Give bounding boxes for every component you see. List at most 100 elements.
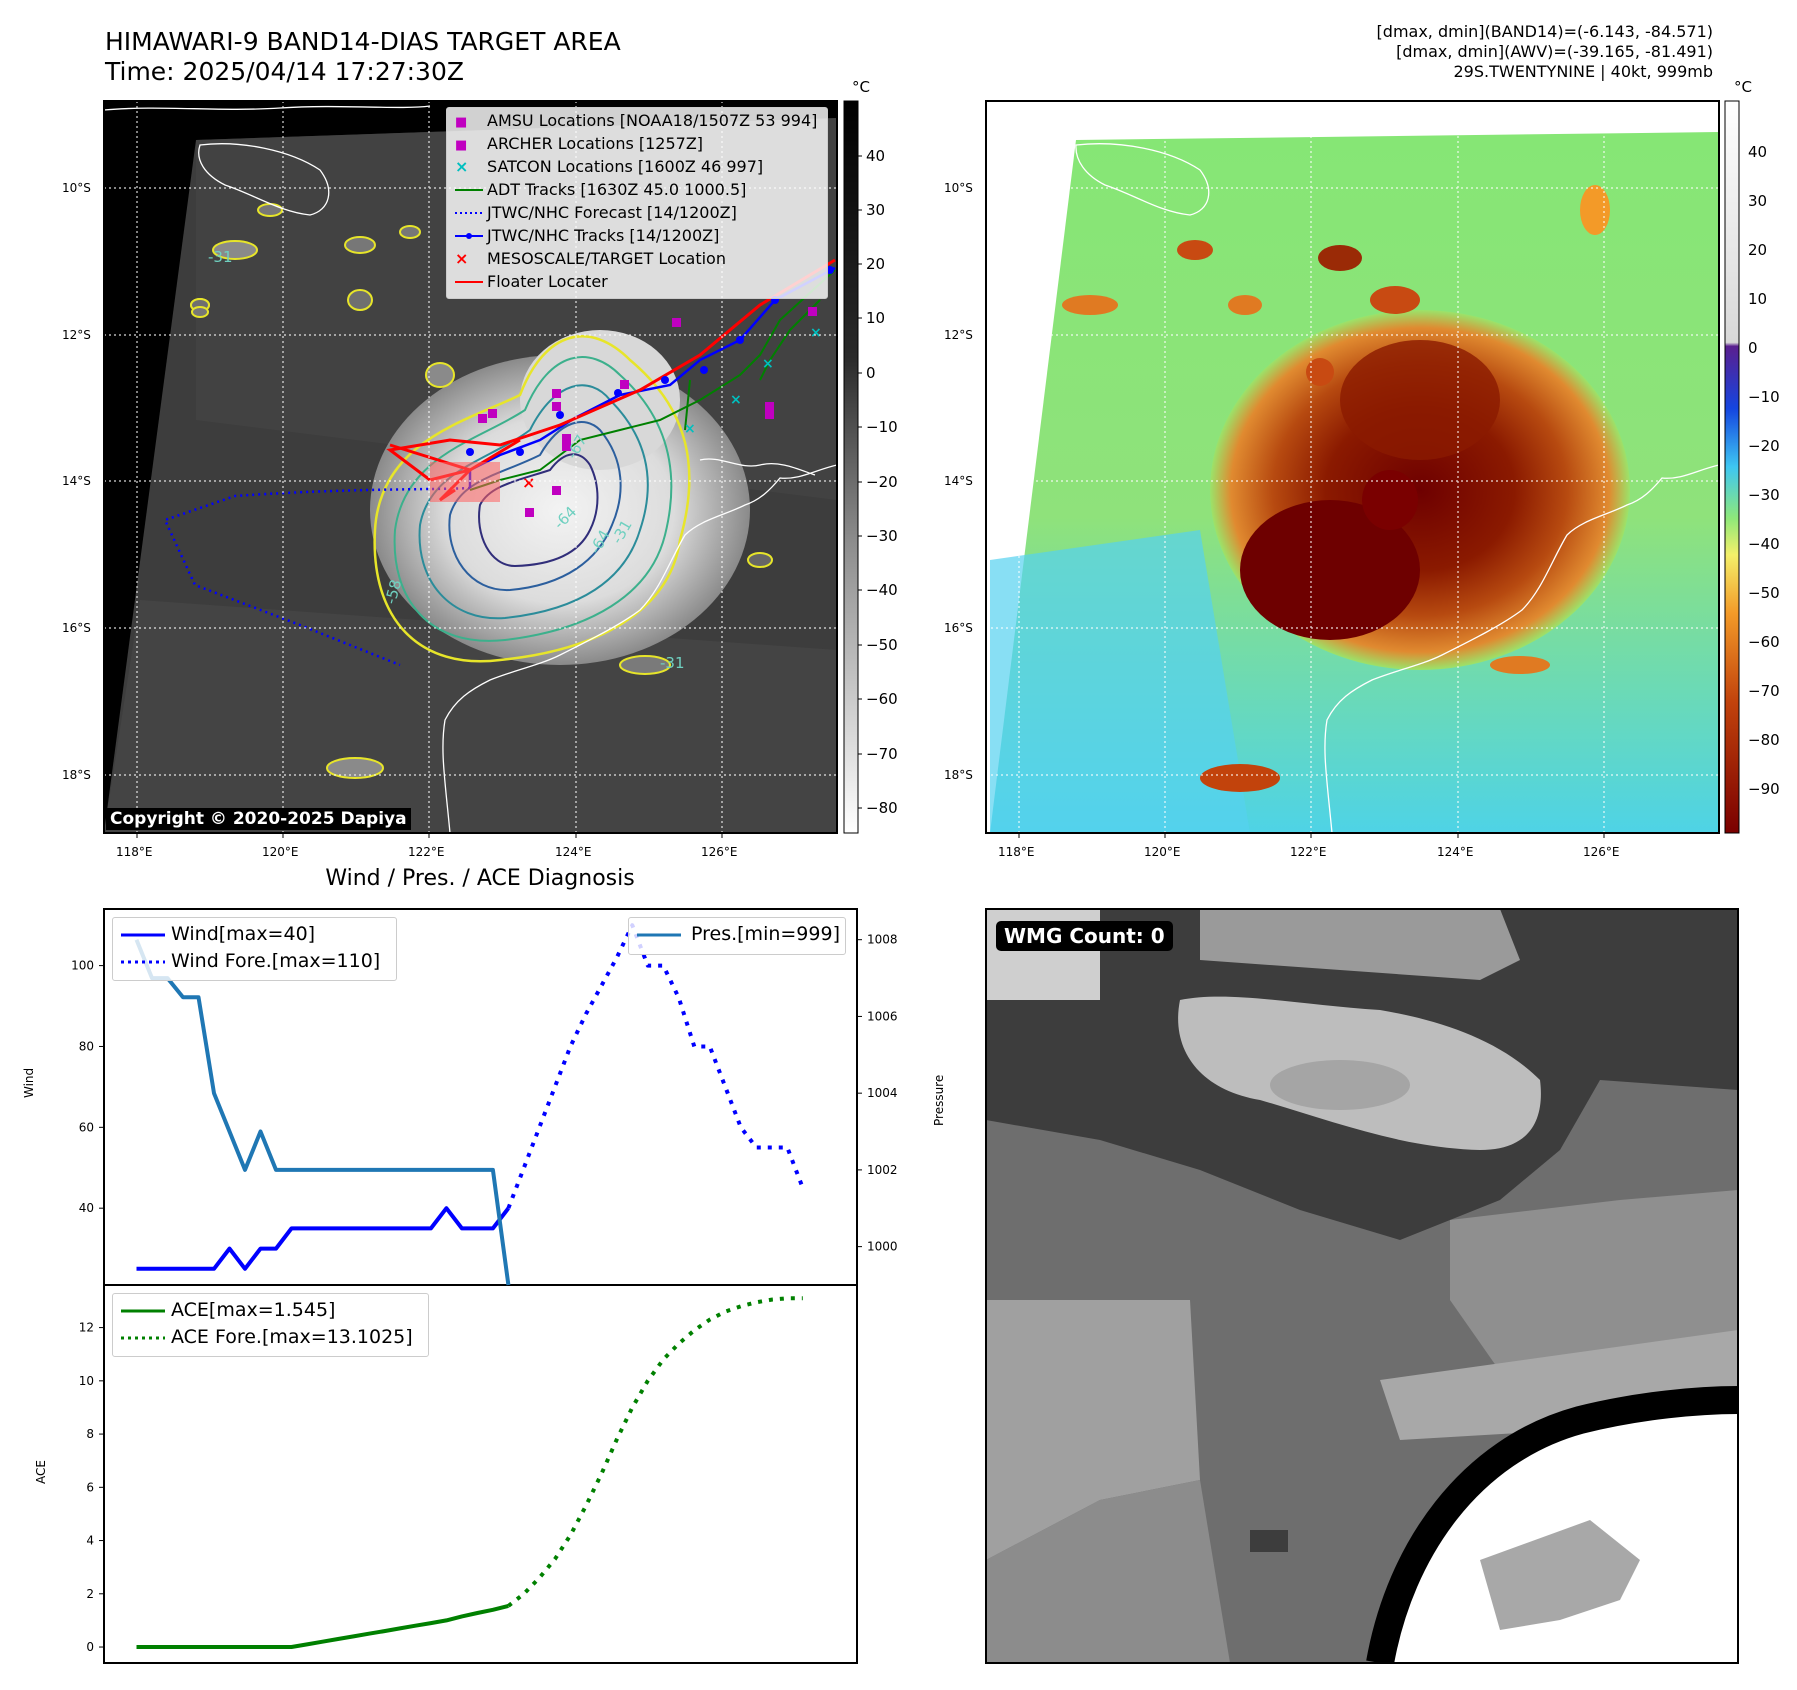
cbar-tick: −30 (866, 527, 898, 545)
pressure-y-tick-label: 1004 (867, 1086, 898, 1100)
legend-item-pressure: Pres.[min=999] (637, 923, 840, 945)
ace-chart-frame (103, 1284, 858, 1664)
stats-line1: [dmax, dmin](BAND14)=(-6.143, -84.571) (1376, 22, 1713, 41)
cbar-tick: −60 (866, 690, 898, 708)
cbar-tick: 10 (866, 309, 886, 327)
legend-item-ace-forecast: ACE Fore.[max=13.1025] (121, 1326, 413, 1348)
cbar-tick: 30 (866, 201, 886, 219)
legend-item-archer: ■ ARCHER Locations [1257Z] (455, 134, 704, 153)
figure-title-line1: HIMAWARI-9 BAND14-DIAS TARGET AREA (105, 27, 621, 56)
wind-legend: Wind[max=40] Wind Fore.[max=110] (112, 917, 397, 981)
ace-y-tick-label: 0 (86, 1640, 94, 1654)
lon-label: 126°E (1583, 845, 1620, 859)
lon-label: 120°E (1144, 845, 1181, 859)
diagnosis-title: Wind / Pres. / ACE Diagnosis (325, 866, 635, 891)
cbar-tick: −80 (1748, 731, 1780, 749)
cbar-tick: 0 (866, 364, 876, 382)
cbar-tick: −40 (866, 581, 898, 599)
legend-item-target: × MESOSCALE/TARGET Location (455, 249, 726, 268)
contour-label: -31 (208, 248, 233, 266)
pressure-y-tick-label: 1008 (867, 933, 898, 947)
cbar-tick: −50 (866, 636, 898, 654)
wind-y-tick-label: 100 (71, 959, 94, 973)
legend-item-jtwc-forecast: JTWC/NHC Forecast [14/1200Z] (455, 203, 737, 222)
lat-label: 18°S (62, 768, 91, 782)
legend-item-jtwc-tracks: JTWC/NHC Tracks [14/1200Z] (455, 226, 719, 246)
series-line-2 (134, 938, 511, 1286)
cbar-tick: −20 (1748, 437, 1780, 455)
cbar-tick: 20 (866, 255, 886, 273)
cbar-tick: −20 (866, 473, 898, 491)
pressure-legend: Pres.[min=999] (628, 917, 846, 955)
stats-line2: [dmax, dmin](AWV)=(-39.165, -81.491) (1396, 42, 1713, 61)
lat-label: 18°S (944, 768, 973, 782)
cbar-tick: −60 (1748, 633, 1780, 651)
left-colorbar-unit: °C (852, 78, 870, 96)
ace-y-tick-label: 12 (79, 1321, 94, 1335)
ace-y-tick-label: 6 (86, 1480, 94, 1494)
wind-y-tick-label: 80 (79, 1039, 94, 1053)
lat-label: 12°S (944, 328, 973, 342)
pressure-y-tick-label: 1006 (867, 1009, 898, 1023)
ace-series-line-0 (136, 1603, 509, 1649)
lon-label: 118°E (116, 845, 153, 859)
wind-y-tick-label: 60 (79, 1120, 94, 1134)
svg-text:×: × (762, 356, 774, 372)
svg-text:×: × (730, 392, 742, 408)
contour-label: -31 (660, 654, 685, 672)
lon-label: 126°E (701, 845, 738, 859)
legend-item-wind: Wind[max=40] (121, 923, 316, 945)
wind-y-tick-label: 40 (79, 1201, 94, 1215)
legend-item-wind-forecast: Wind Fore.[max=110] (121, 950, 381, 972)
lat-label: 16°S (944, 621, 973, 635)
svg-text:×: × (522, 473, 535, 492)
pressure-y-tick-label: 1000 (867, 1240, 898, 1254)
series-line-0 (136, 1206, 510, 1271)
legend-item-amsu: ■ AMSU Locations [NOAA18/1507Z 53 994] (455, 111, 818, 130)
cbar-tick: −70 (1748, 682, 1780, 700)
lon-label: 124°E (555, 845, 592, 859)
lat-label: 16°S (62, 621, 91, 635)
cbar-tick: −30 (1748, 486, 1780, 504)
ace-y-tick-label: 10 (79, 1374, 94, 1388)
copyright-label: Copyright © 2020-2025 Dapiya (106, 808, 411, 830)
cbar-tick: −40 (1748, 535, 1780, 553)
lon-label: 122°E (408, 845, 445, 859)
cbar-tick: 40 (866, 147, 886, 165)
lon-label: 122°E (1290, 845, 1327, 859)
cbar-tick: −70 (866, 745, 898, 763)
figure-title-line2: Time: 2025/04/14 17:27:30Z (105, 57, 464, 86)
cbar-tick: −50 (1748, 584, 1780, 602)
lat-label: 10°S (944, 181, 973, 195)
lon-label: 118°E (998, 845, 1035, 859)
cbar-tick: 20 (1748, 241, 1768, 259)
cbar-tick: 0 (1748, 339, 1758, 357)
cbar-tick: 40 (1748, 143, 1768, 161)
cbar-tick: −10 (866, 418, 898, 436)
legend-item-ace: ACE[max=1.545] (121, 1299, 336, 1321)
legend-item-satcon: × SATCON Locations [1600Z 46 997] (455, 157, 764, 176)
ace-y-tick-label: 2 (86, 1587, 94, 1601)
cbar-tick: 10 (1748, 290, 1768, 308)
svg-text:×: × (810, 325, 822, 341)
cbar-tick: 30 (1748, 192, 1768, 210)
legend-item-floater: Floater Locater (455, 272, 608, 291)
lat-label: 10°S (62, 181, 91, 195)
cbar-tick: −10 (1748, 388, 1780, 406)
ace-y-tick-label: 4 (86, 1534, 94, 1548)
lon-label: 120°E (262, 845, 299, 859)
ace-y-tick-label: 8 (86, 1427, 94, 1441)
legend-item-adt: ADT Tracks [1630Z 45.0 1000.5] (455, 180, 747, 199)
right-colorbar-unit: °C (1734, 78, 1752, 96)
cbar-tick: −80 (866, 799, 898, 817)
contour-label: -58 (381, 578, 405, 606)
cbar-tick: −90 (1748, 780, 1780, 798)
lat-label: 12°S (62, 328, 91, 342)
wmg-count-badge: WMG Count: 0 (996, 921, 1173, 951)
ace-legend: ACE[max=1.545] ACE Fore.[max=13.1025] (112, 1293, 429, 1357)
lat-label: 14°S (944, 474, 973, 488)
lon-label: 124°E (1437, 845, 1474, 859)
svg-text:×: × (684, 421, 696, 437)
